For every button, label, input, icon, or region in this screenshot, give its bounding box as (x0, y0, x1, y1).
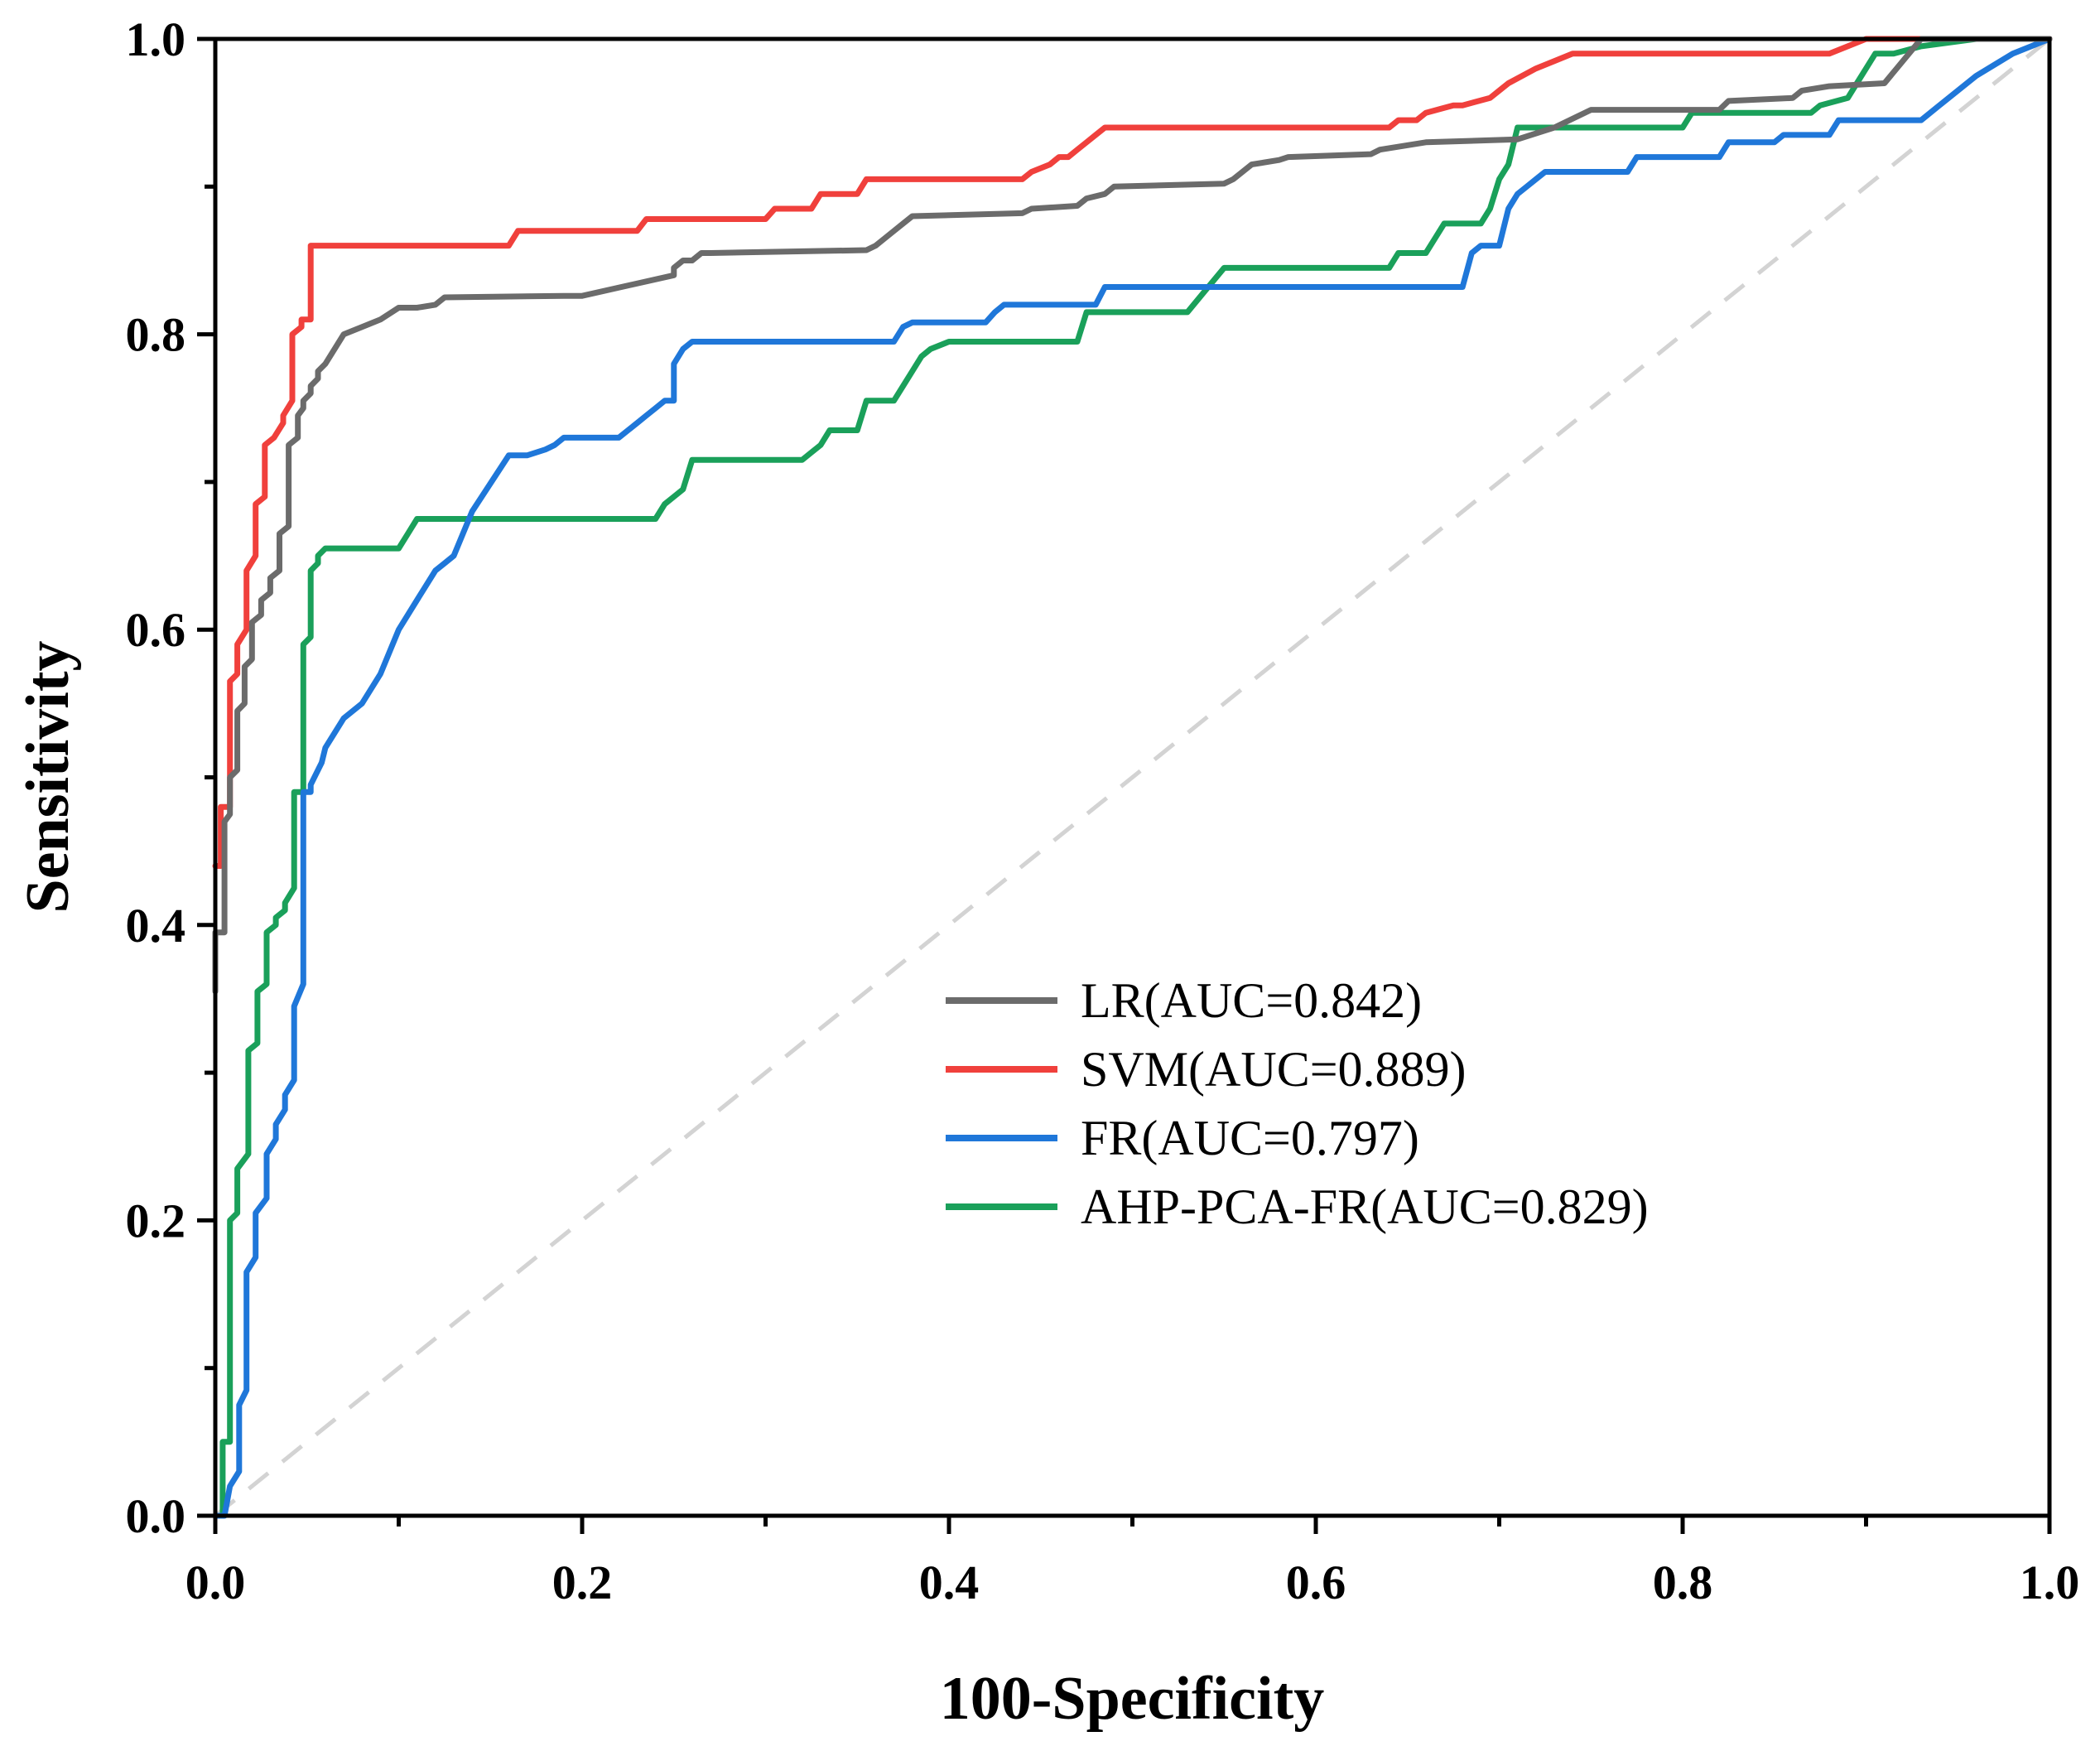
series-line-fr (212, 36, 2053, 1519)
y-tick-label: 0.0 (126, 1489, 186, 1543)
reference-line-layer (214, 37, 2051, 1517)
x-tick-label: 0.6 (1286, 1555, 1346, 1609)
series-line-lr (212, 36, 2053, 995)
x-tick-label: 0.8 (1653, 1555, 1713, 1609)
x-tick-label: 0.4 (919, 1555, 980, 1609)
legend-label-fr: FR(AUC=0.797) (1081, 1111, 1419, 1165)
x-tick-label: 0.0 (185, 1555, 246, 1609)
series-layer (212, 36, 2053, 1519)
y-tick-label: 0.4 (126, 899, 186, 953)
y-tick-label: 0.2 (126, 1194, 186, 1247)
x-tick-label: 0.2 (552, 1555, 613, 1609)
legend: LR(AUC=0.842) SVM(AUC=0.889) FR(AUC=0.79… (946, 973, 1649, 1234)
y-tick-label: 0.8 (126, 308, 186, 362)
legend-label-svm: SVM(AUC=0.889) (1081, 1042, 1467, 1097)
reference-diagonal-line (214, 37, 2051, 1517)
y-tick-label: 1.0 (126, 12, 186, 66)
y-axis-title: Sensitivity (14, 641, 82, 914)
y-tick-label: 0.6 (126, 603, 186, 657)
legend-label-lr: LR(AUC=0.842) (1081, 973, 1422, 1028)
x-tick-label: 1.0 (2020, 1555, 2080, 1609)
legend-label-ahp-pca-fr: AHP-PCA-FR(AUC=0.829) (1081, 1179, 1649, 1234)
series-line-svm (212, 36, 2053, 869)
series-line-ahp-pca-fr (212, 36, 2053, 1519)
x-axis-title: 100-Specificity (940, 1665, 1324, 1733)
ticks-layer: 0.0 0.2 0.4 0.6 0.8 1.0 0.0 0.2 0.4 0.6 0.8 1.0 (126, 12, 2080, 1609)
